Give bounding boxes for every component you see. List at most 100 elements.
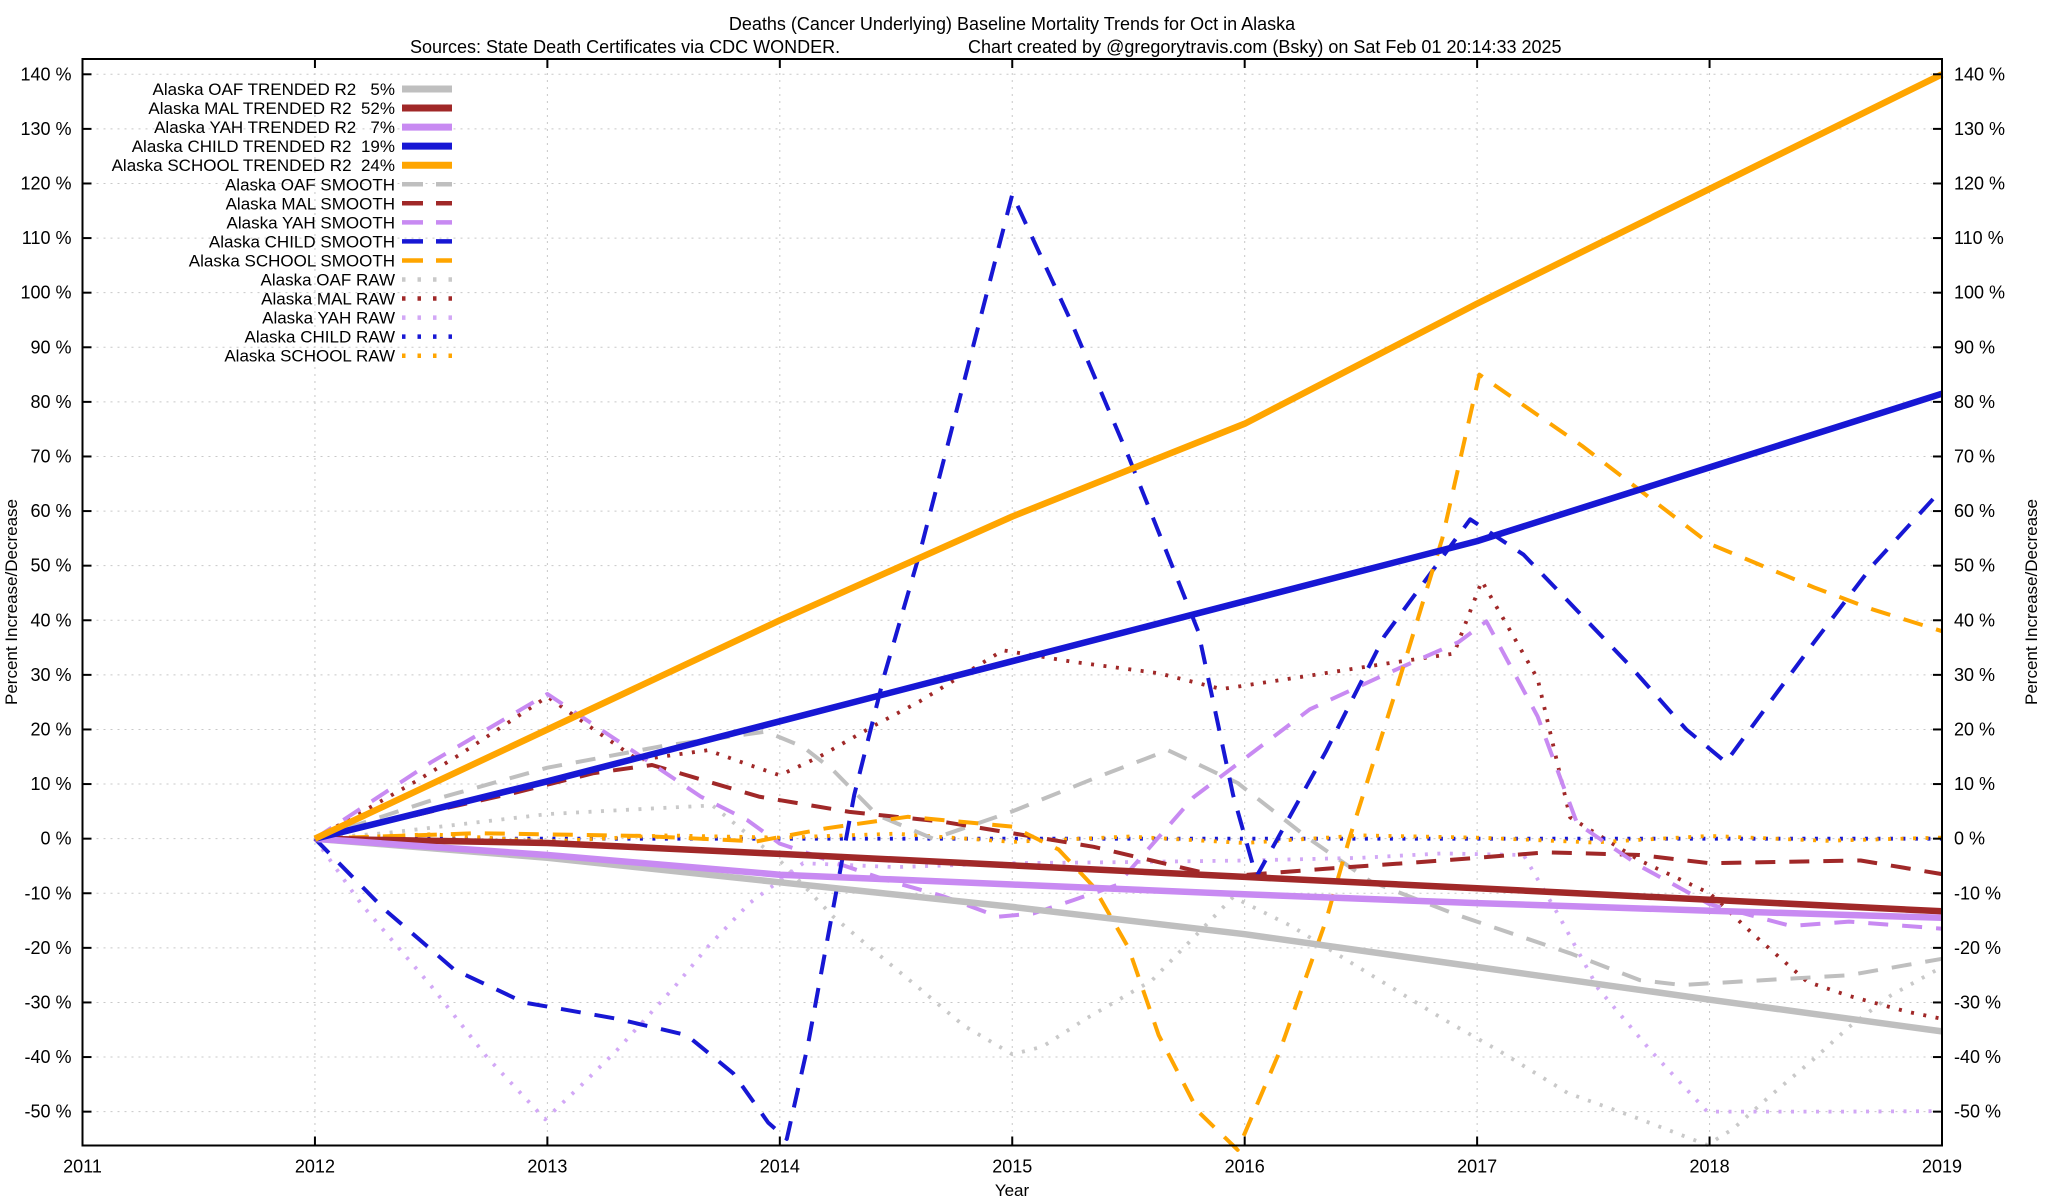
y-tick-label-right: 70 % [1954,446,1995,466]
legend-label: Alaska MAL SMOOTH [226,194,395,213]
y-tick-label-left: 100 % [20,283,71,303]
legend-label: Alaska YAH SMOOTH [227,213,395,232]
legend-label: Alaska YAH TRENDED R2 7% [154,118,395,137]
legend-row-alaska-yah-trended: Alaska YAH TRENDED R2 7% [154,118,452,137]
legend-row-alaska-child-smooth: Alaska CHILD SMOOTH [209,232,452,251]
y-tick-label-left: 60 % [30,501,71,521]
y-tick-label-right: 80 % [1954,392,1995,412]
y-tick-label-left: -30 % [24,992,71,1012]
y-tick-label-right: 130 % [1954,119,2005,139]
chart-subtitle-sources: Sources: State Death Certificates via CD… [410,37,840,57]
y-tick-label-right: 60 % [1954,501,1995,521]
legend-row-alaska-oaf-smooth: Alaska OAF SMOOTH [225,175,452,194]
y-tick-label-right: 20 % [1954,719,1995,739]
series-path-alaska-mal-raw [313,579,1943,1021]
series-path-alaska-mal-trended [314,835,1943,915]
y-axis-label-left: Percent Increase/Decrease [2,499,21,705]
legend-row-alaska-yah-smooth: Alaska YAH SMOOTH [227,213,452,232]
x-tick-label: 2019 [1922,1157,1962,1177]
series-path-alaska-mal-smooth [314,763,1943,879]
chart-title: Deaths (Cancer Underlying) Baseline Mort… [729,14,1296,34]
y-tick-label-right: 140 % [1954,64,2005,84]
series-path-alaska-yah-raw [313,837,1943,1122]
legend-label: Alaska CHILD SMOOTH [209,232,395,251]
y-tick-label-left: 80 % [30,392,71,412]
series-path-alaska-yah-smooth [313,619,1943,931]
y-tick-label-right: -50 % [1954,1102,2001,1122]
legend-label: Alaska MAL RAW [261,290,395,309]
y-tick-label-left: 90 % [30,337,71,357]
series-path-alaska-school-trended [313,71,1944,842]
x-tick-label: 2013 [527,1157,567,1177]
y-tick-label-right: -10 % [1954,883,2001,903]
legend-row-alaska-mal-trended: Alaska MAL TRENDED R2 52% [148,99,452,118]
legend-row-alaska-mal-raw: Alaska MAL RAW [261,290,452,309]
legend-row-alaska-child-trended: Alaska CHILD TRENDED R2 19% [132,137,452,156]
ticks-layer: 140 % 140 % 130 % 130 % 120 % 120 % 110 % 110 %… [20,59,2005,1177]
legend-label: Alaska OAF SMOOTH [225,175,395,194]
x-tick-label: 2011 [63,1157,102,1177]
y-tick-label-right: 90 % [1954,337,1995,357]
x-tick-label: 2015 [992,1157,1032,1177]
legend-label: Alaska CHILD TRENDED R2 19% [132,137,395,156]
x-tick-label: 2018 [1690,1157,1730,1177]
x-tick-label: 2017 [1457,1157,1497,1177]
legend-row-alaska-child-raw: Alaska CHILD RAW [244,328,452,347]
legend-row-alaska-school-raw: Alaska SCHOOL RAW [224,347,452,366]
legend-label: Alaska OAF RAW [261,271,395,290]
y-tick-label-right: 100 % [1954,283,2005,303]
legend: Alaska OAF TRENDED R2 5%Alaska MAL TREND… [112,80,452,366]
y-tick-label-right: 10 % [1954,774,1995,794]
y-tick-label-left: 40 % [30,610,71,630]
legend-label: Alaska MAL TRENDED R2 52% [148,99,395,118]
legend-row-alaska-mal-smooth: Alaska MAL SMOOTH [226,194,452,213]
grid-layer [82,59,1942,1146]
legend-label: Alaska SCHOOL SMOOTH [189,251,395,270]
y-tick-label-left: -50 % [24,1102,71,1122]
y-tick-label-left: 110 % [22,228,72,248]
y-tick-label-left: 120 % [20,173,71,193]
y-tick-label-left: 30 % [30,665,71,685]
x-tick-label: 2012 [295,1157,335,1177]
series-path-alaska-school-raw [314,831,1943,845]
x-tick-label: 2016 [1225,1157,1265,1177]
series-path-alaska-child-trended [314,390,1943,842]
y-tick-label-left: -20 % [24,938,71,958]
legend-row-alaska-oaf-raw: Alaska OAF RAW [261,271,452,290]
y-tick-label-left: 0 % [40,829,71,849]
legend-row-alaska-yah-raw: Alaska YAH RAW [262,309,452,328]
series-path-alaska-oaf-trended [314,835,1943,1035]
y-tick-label-right: 40 % [1954,610,1995,630]
y-tick-label-right: 0 % [1954,829,1985,849]
y-tick-label-left: -40 % [24,1047,71,1067]
legend-row-alaska-school-smooth: Alaska SCHOOL SMOOTH [189,251,452,270]
legend-row-alaska-oaf-trended: Alaska OAF TRENDED R2 5% [153,80,452,99]
y-tick-label-right: 110 % [1954,228,2004,248]
chart-subtitle-credit: Chart created by @gregorytravis.com (Bsk… [968,37,1562,57]
y-tick-label-right: -20 % [1954,938,2001,958]
x-tick-label: 2014 [760,1157,800,1177]
y-tick-label-left: -10 % [24,883,71,903]
y-tick-label-right: 30 % [1954,665,1995,685]
legend-label: Alaska OAF TRENDED R2 5% [153,80,395,99]
legend-row-alaska-school-trended: Alaska SCHOOL TRENDED R2 24% [112,156,452,175]
y-axis-label-right: Percent Increase/Decrease [2022,499,2041,705]
y-tick-label-left: 50 % [30,556,71,576]
y-tick-label-left: 70 % [30,446,71,466]
y-tick-label-left: 140 % [20,64,71,84]
y-tick-label-right: 120 % [1954,173,2005,193]
legend-label: Alaska SCHOOL TRENDED R2 24% [112,156,395,175]
y-tick-label-right: -30 % [1954,992,2001,1012]
y-tick-label-right: 50 % [1954,556,1995,576]
x-axis-label: Year [995,1181,1030,1200]
series-layer [313,71,1944,1152]
legend-label: Alaska SCHOOL RAW [224,347,395,366]
y-tick-label-left: 20 % [30,719,71,739]
legend-label: Alaska YAH RAW [262,309,395,328]
y-tick-label-left: 10 % [30,774,71,794]
y-tick-label-left: 130 % [20,119,71,139]
y-tick-label-right: -40 % [1954,1047,2001,1067]
series-path-alaska-school-smooth [314,372,1943,1152]
